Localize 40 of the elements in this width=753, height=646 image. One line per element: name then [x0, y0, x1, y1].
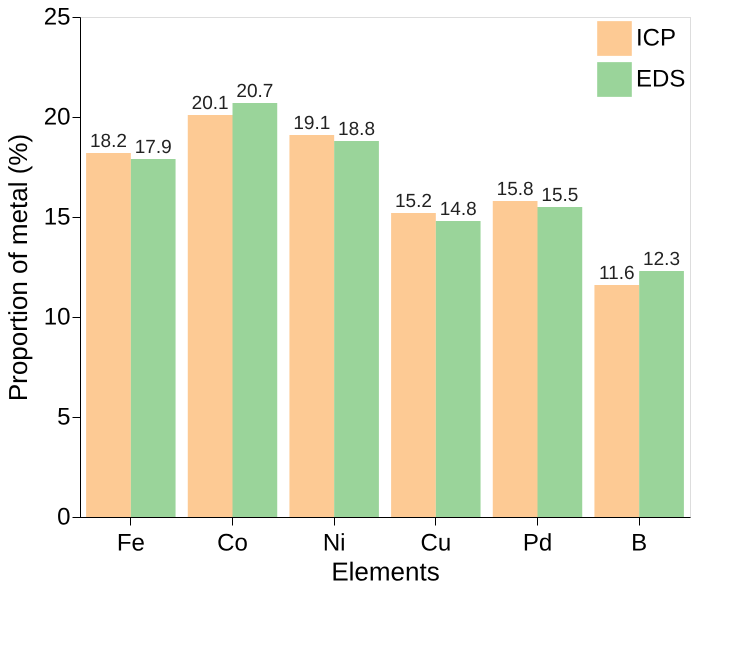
data-label: 15.2 [394, 191, 432, 212]
bar [188, 115, 232, 517]
data-label: 17.9 [134, 137, 172, 158]
x-tick-label: Fe [116, 530, 145, 556]
x-axis-title: Elements [331, 556, 440, 586]
data-label: 20.1 [192, 93, 229, 114]
data-label: 11.6 [599, 263, 635, 284]
y-tick-label: 5 [57, 404, 70, 430]
data-label: 15.8 [496, 179, 534, 200]
data-label: 18.2 [90, 131, 127, 152]
data-label: 19.1 [293, 113, 330, 134]
x-tick-label: Ni [322, 530, 346, 556]
data-label: 18.8 [338, 119, 376, 140]
x-tick-label: B [631, 530, 648, 556]
x-tick-label: Pd [522, 530, 552, 556]
data-label: 15.5 [541, 185, 578, 206]
y-tick-label: 20 [44, 104, 70, 130]
y-axis-title: Proportion of metal (%) [2, 134, 33, 402]
x-tick-label: Co [217, 530, 248, 556]
data-label: 14.8 [440, 199, 477, 220]
bar [130, 159, 176, 517]
bar [492, 201, 538, 517]
bar [594, 285, 640, 517]
y-tick-label: 0 [57, 504, 70, 530]
data-label: 12.3 [643, 249, 680, 270]
bar [86, 153, 131, 517]
y-tick-label: 15 [44, 204, 70, 230]
x-tick-label: Cu [420, 530, 452, 556]
bar [391, 213, 436, 517]
legend-label: ICP [636, 24, 676, 52]
bar [436, 221, 481, 517]
y-tick-label: 25 [44, 4, 70, 30]
bar [232, 103, 278, 517]
y-tick-label: 10 [44, 304, 70, 330]
bar [639, 271, 684, 517]
bar [289, 135, 334, 517]
data-label: 20.7 [236, 81, 274, 102]
bar [538, 207, 582, 517]
bar [334, 141, 379, 517]
legend-label: EDS [636, 66, 686, 92]
